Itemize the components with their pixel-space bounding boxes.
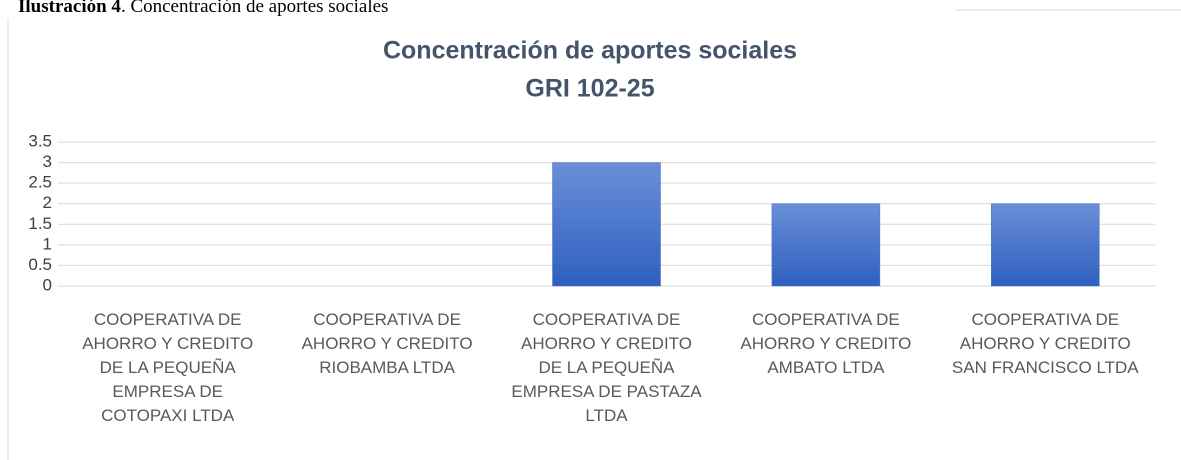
y-tick-label: 1.5	[28, 214, 52, 233]
bar	[771, 203, 881, 287]
y-tick-label: 0.5	[28, 255, 52, 274]
y-tick-label: 2.5	[28, 173, 52, 192]
x-tick-label: COOPERATIVA DE AHORRO Y CREDITO DE LA PE…	[82, 310, 254, 425]
x-tick-label: COOPERATIVA DE AHORRO Y CREDITO SAN FRAN…	[951, 310, 1139, 377]
y-tick-label: 3.5	[28, 131, 52, 150]
caption-text: . Concentración de aportes sociales	[120, 0, 389, 17]
y-tick-label: 3	[43, 152, 52, 171]
caption: Ilustración 4. Concentración de aportes …	[18, 0, 388, 18]
caption-label: Ilustración 4	[18, 0, 121, 17]
chart-subtitle: GRI 102-25	[525, 75, 654, 103]
y-tick-label: 1	[43, 234, 52, 253]
y-tick-label: 2	[43, 193, 52, 212]
bar	[552, 162, 661, 287]
x-tick-label: COOPERATIVA DE AHORRO Y CREDITO DE LA PE…	[511, 310, 702, 425]
y-tick-label: 0	[43, 275, 52, 294]
chart-title: Concentración de aportes sociales	[383, 37, 797, 65]
x-tick-label: COOPERATIVA DE AHORRO Y CREDITO RIOBAMBA…	[301, 310, 473, 377]
bar	[991, 203, 1100, 287]
x-tick-label: COOPERATIVA DE AHORRO Y CREDITO AMBATO L…	[740, 310, 912, 377]
